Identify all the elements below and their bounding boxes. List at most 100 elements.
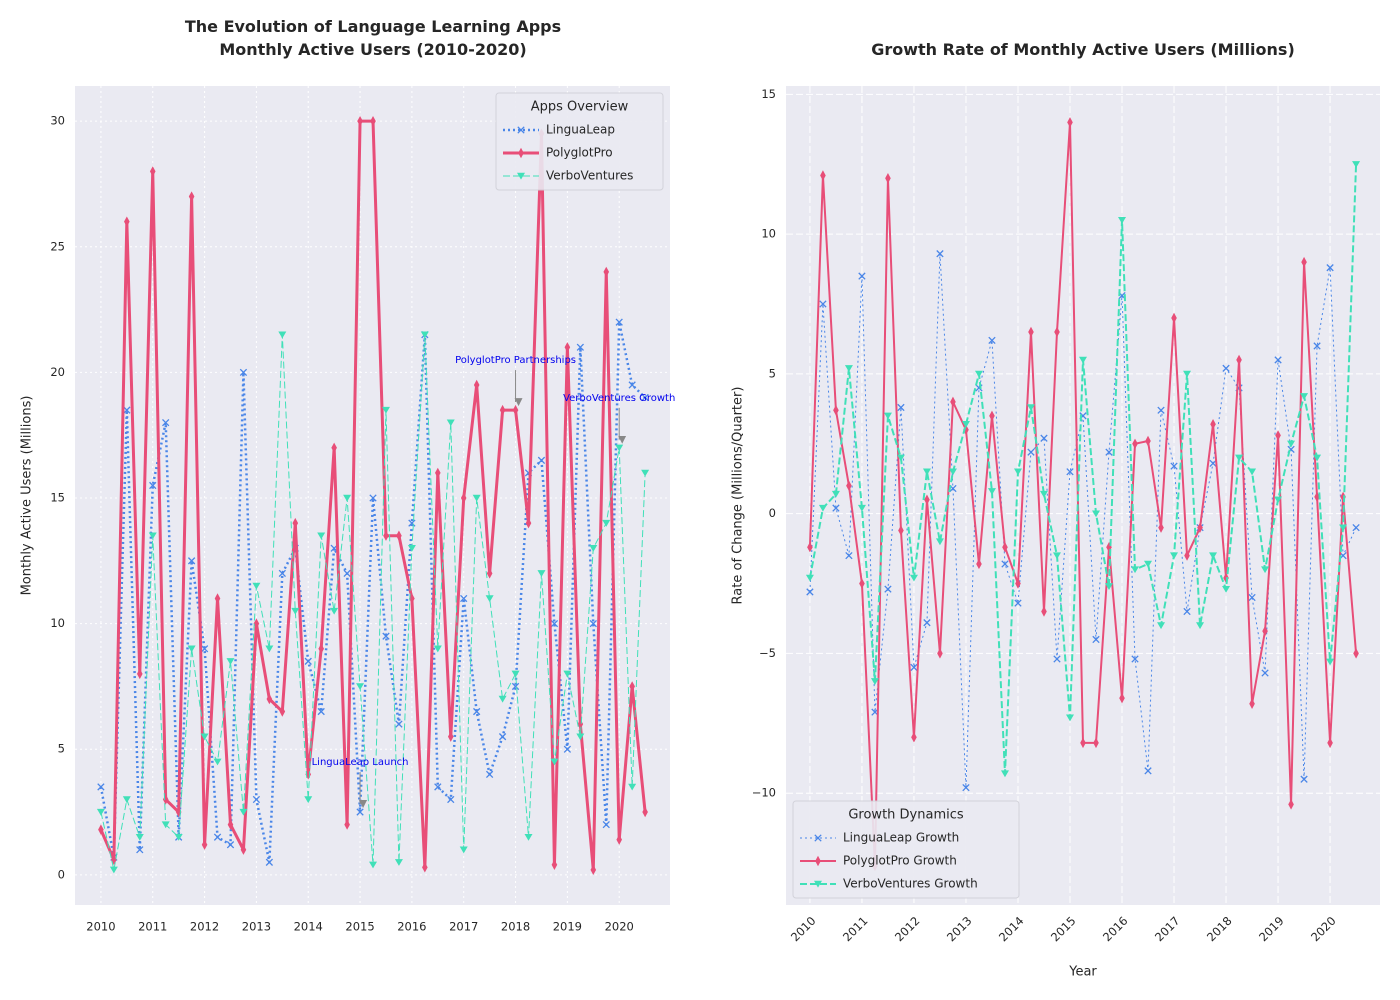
marker [1210,419,1216,430]
marker [512,404,519,416]
marker [122,796,131,804]
marker [1209,552,1218,560]
marker [974,370,983,378]
marker [213,758,222,766]
marker [459,846,468,854]
marker [641,393,649,402]
marker [149,166,156,177]
marker [187,645,196,653]
marker-stroke [226,841,235,849]
marker [304,796,313,804]
x-axis-label: Year [1068,965,1097,980]
marker [97,783,105,791]
marker [1235,454,1244,462]
marker [161,821,170,829]
marker [370,115,376,127]
marker-stroke [576,343,584,351]
marker [1353,648,1359,659]
marker [1041,606,1047,617]
marker-stroke [589,619,597,628]
marker [1287,440,1296,448]
marker [629,681,635,692]
x-tick-label: 2019 [1256,914,1287,945]
marker-stroke [1261,669,1269,677]
y-tick-label: 15 [50,491,65,505]
marker [1170,552,1179,560]
marker [603,266,610,278]
marker [486,568,493,579]
marker [422,862,428,873]
marker [961,421,970,428]
marker [187,557,196,565]
marker [200,645,209,653]
marker [226,658,235,665]
marker [1288,799,1294,810]
x-tick-label: 2020 [1308,914,1339,945]
marker [1144,767,1152,775]
marker [1053,655,1061,663]
marker [896,454,905,462]
marker [1105,583,1114,590]
marker [265,858,274,866]
legend-label: VerboVentures [546,169,633,183]
marker [433,645,442,653]
marker [883,412,892,420]
title-line: The Evolution of Language Learning Apps [185,17,561,36]
marker [590,864,597,876]
marker [833,405,839,416]
marker [136,668,143,680]
marker [1170,462,1178,470]
x-tick-label: 2018 [1204,914,1235,945]
marker-stroke [252,795,261,804]
marker [498,695,507,703]
marker [136,846,144,854]
marker [924,494,930,505]
y-tick-label: 0 [769,506,776,520]
marker [948,468,957,476]
legend-marker [815,855,821,867]
annotation: LinguaLeap Launch [312,757,409,768]
marker [201,839,208,850]
marker-stroke [615,318,623,326]
legend: Growth Dynamics LinguaLeap Growth Polyglot… [792,800,1020,899]
marker-stroke [136,846,144,854]
marker [396,530,402,541]
marker [976,558,982,570]
marker-stroke [1131,655,1139,663]
marker [447,731,454,742]
marker [1327,737,1333,749]
marker [369,494,377,502]
marker [564,342,571,353]
marker [1013,468,1022,476]
marker [485,595,494,603]
chart-title: The Evolution of Language Learning Apps M… [185,17,561,59]
marker [885,173,891,184]
legend-label: VerboVentures Growth [843,877,978,891]
marker-stroke [814,834,822,842]
marker-stroke [187,557,196,565]
marker [846,480,852,491]
marker-stroke [473,707,481,716]
x-tick-label: 2019 [553,920,582,934]
marker [884,585,892,593]
legend-label: PolyglotPro Growth [843,854,957,868]
marker-stroke [806,588,814,596]
marker-stroke [1014,599,1022,607]
marker [435,467,441,479]
marker [162,418,170,427]
marker [227,819,234,830]
marker [434,783,442,791]
marker [1248,468,1257,476]
marker [96,808,105,816]
y-tick-label: −10 [752,786,776,800]
legend-box [495,92,664,191]
marker [1119,692,1125,704]
marker [1080,737,1086,749]
marker [1118,216,1127,224]
x-tick-label: 2017 [449,920,478,934]
marker [563,670,572,678]
legend-marker [814,834,822,842]
marker [498,733,507,741]
marker [989,410,995,422]
